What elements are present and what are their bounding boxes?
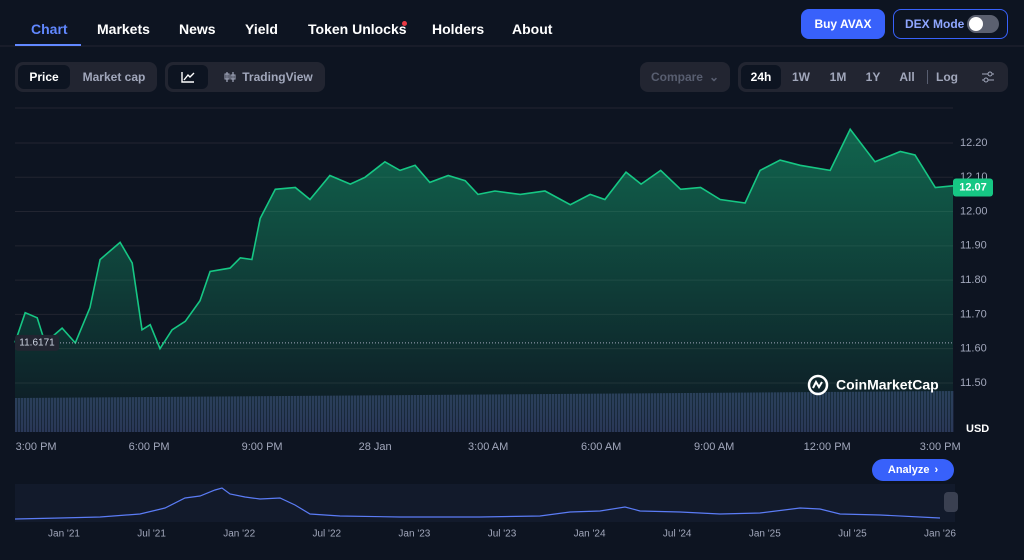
x-tick-label: 12:00 PM (804, 441, 851, 453)
x-tick-label: 3:00 PM (920, 441, 961, 453)
last-price-label: 12.07 (959, 181, 987, 193)
toggle-option[interactable]: Price (18, 65, 70, 89)
price-line (14, 127, 954, 351)
dex-toggle[interactable]: DEX Mode (893, 9, 1008, 39)
navigator-label: Jul '24 (663, 529, 692, 540)
watermark-logo (807, 374, 829, 396)
unit-label: USD (966, 423, 989, 435)
range[interactable]: 24h (741, 65, 781, 89)
y-tick-label: 11.70 (960, 308, 987, 320)
y-tick-label: 12.00 (960, 205, 988, 217)
last-price-box (953, 178, 993, 197)
x-tick-label: 6:00 PM (129, 441, 170, 453)
x-tick-label: 6:00 AM (581, 441, 621, 453)
tradingview[interactable]: TradingView (215, 65, 321, 89)
y-tick-label: 11.60 (960, 343, 987, 355)
analyze-button[interactable]: Analyze › (872, 459, 954, 481)
tab-underline (15, 44, 81, 46)
y-tick-label: 12.20 (960, 137, 988, 149)
tradingview-label: TradingView (242, 70, 313, 84)
navigator-label: Jan '21 (48, 529, 80, 540)
tab[interactable]: Markets (97, 21, 150, 37)
toggle-option[interactable]: Market cap (82, 70, 146, 84)
baseline-box (15, 334, 59, 351)
tab[interactable]: Chart (31, 21, 68, 37)
notify-dot (402, 21, 407, 26)
tab[interactable]: Token Unlocks (308, 21, 407, 37)
tab[interactable]: Holders (432, 21, 485, 37)
navigator-label: Jan '22 (223, 529, 255, 540)
navigator-label: Jul '22 (313, 529, 342, 540)
x-tick-label: 28 Jan (359, 441, 392, 453)
navigator-bg (15, 484, 955, 522)
baseline-label: 11.6171 (19, 337, 55, 348)
tab[interactable]: News (179, 21, 216, 37)
watermark: CoinMarketCap (836, 377, 939, 393)
navigator-line (14, 487, 941, 520)
y-tick-label: 11.50 (960, 377, 987, 389)
range[interactable]: 1Y (865, 70, 881, 84)
tab[interactable]: About (512, 21, 553, 37)
buy-button[interactable]: Buy AVAX (801, 9, 885, 39)
navigator-label: Jul '25 (838, 529, 867, 540)
x-tick-label: 9:00 PM (242, 441, 283, 453)
range[interactable]: All (899, 70, 915, 84)
navigator-label: Jan '26 (924, 529, 956, 540)
navigator-label: Jul '21 (137, 529, 166, 540)
x-tick-label: 3:00 PM (16, 441, 57, 453)
tab[interactable]: Yield (245, 21, 278, 37)
y-tick-label: 11.90 (960, 240, 987, 252)
range[interactable]: 1W (792, 70, 810, 84)
switch (967, 15, 999, 33)
range-group: 24h 1W 1M 1Y All Log (738, 62, 1008, 92)
navigator-label: Jan '25 (749, 529, 781, 540)
compare[interactable]: Compare ⌄ (640, 62, 730, 92)
price-toggle: Price Market cap (15, 62, 157, 92)
settings[interactable] (976, 65, 1000, 89)
chart-type-toggle: TradingView (165, 62, 325, 92)
x-tick-label: 3:00 AM (468, 441, 508, 453)
range[interactable]: 1M (829, 70, 847, 84)
navigator-handle[interactable] (944, 492, 958, 512)
compare-label: Compare (650, 70, 703, 84)
navigator-label: Jul '23 (488, 529, 517, 540)
line-icon[interactable] (168, 65, 208, 89)
navigator-label: Jan '24 (574, 529, 606, 540)
navigator-label: Jan '23 (398, 529, 430, 540)
y-tick-label: 11.80 (960, 274, 987, 286)
analyze-label: Analyze (887, 464, 930, 476)
x-tick-label: 9:00 AM (694, 441, 734, 453)
price-area (15, 129, 953, 433)
dex-label: DEX Mode (905, 17, 965, 31)
log[interactable]: Log (936, 70, 958, 84)
